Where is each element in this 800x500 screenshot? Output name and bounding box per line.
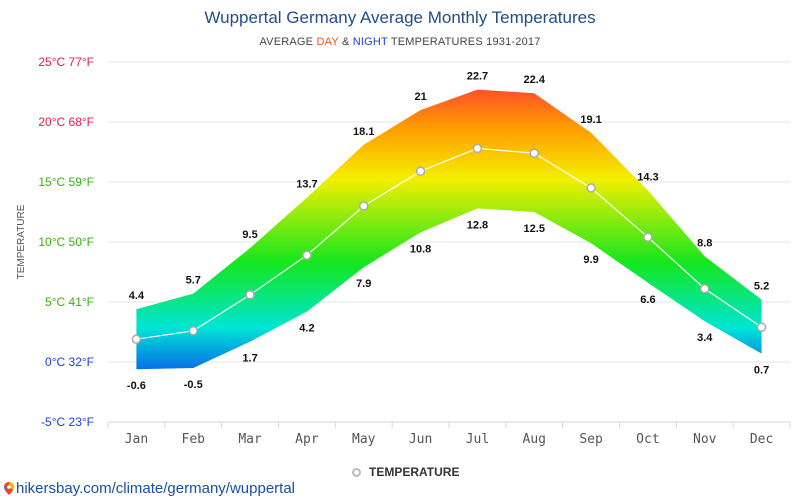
day-value-label: 8.8	[697, 237, 712, 249]
night-value-label: 4.2	[299, 323, 314, 335]
average-point[interactable]	[415, 166, 426, 176]
day-value-label: 21	[414, 91, 426, 103]
night-value-label: -0.6	[127, 380, 146, 392]
x-tick-label: Oct	[636, 432, 659, 447]
day-value-label: 4.4	[129, 290, 145, 302]
night-value-label: 7.9	[356, 278, 371, 290]
day-value-label: 14.3	[637, 171, 658, 183]
average-point[interactable]	[586, 183, 596, 193]
x-tick-label: Aug	[523, 432, 546, 447]
y-tick-label: 10°C 50°F	[38, 235, 94, 249]
average-line	[136, 147, 762, 340]
y-tick-label: 20°C 68°F	[38, 115, 94, 129]
x-tick-label: Dec	[750, 432, 773, 447]
day-value-label: 19.1	[580, 114, 601, 126]
night-value-label: 12.5	[524, 223, 545, 235]
x-tick-label: Jan	[125, 432, 148, 447]
average-point[interactable]	[756, 322, 767, 332]
day-night-band	[136, 89, 762, 370]
day-value-label: 5.2	[754, 281, 769, 293]
y-tick-label: 15°C 59°F	[38, 175, 94, 189]
source-text: hikersbay.com/climate/germany/wuppertal	[16, 480, 296, 497]
x-tick-label: Jul	[466, 432, 489, 447]
chart-title: Wuppertal Germany Average Monthly Temper…	[204, 8, 596, 27]
y-tick-label: 25°C 77°F	[38, 55, 94, 69]
day-value-label: 22.4	[524, 74, 546, 86]
day-value-label: 18.1	[353, 126, 374, 138]
night-value-label: 1.7	[242, 353, 257, 365]
day-value-label: 13.7	[296, 179, 317, 191]
average-point[interactable]	[700, 284, 710, 294]
subtitle-prefix: AVERAGE	[259, 36, 317, 48]
y-tick-label: -5°C 23°F	[41, 415, 94, 429]
day-value-label: 9.5	[242, 229, 257, 241]
night-value-label: 6.6	[640, 294, 655, 306]
average-point[interactable]	[302, 250, 312, 260]
night-value-label: 10.8	[410, 243, 431, 255]
x-tick-label: Feb	[182, 432, 206, 447]
night-value-label: 9.9	[583, 254, 598, 266]
subtitle-suffix: TEMPERATURES 1931-2017	[387, 36, 541, 48]
chart-legend[interactable]: TEMPERATURE	[352, 465, 459, 479]
y-tick-label: 5°C 41°F	[45, 295, 94, 309]
chart-subtitle: AVERAGE DAY & NIGHT TEMPERATURES 1931-20…	[0, 36, 800, 48]
legend-label: TEMPERATURE	[369, 465, 460, 479]
night-value-label: 0.7	[754, 365, 769, 377]
average-point[interactable]	[359, 201, 369, 211]
average-point[interactable]	[131, 334, 142, 344]
y-tick-label: 0°C 32°F	[45, 355, 94, 369]
average-point[interactable]	[245, 290, 255, 300]
y-axis-title: TEMPERATURE	[16, 204, 27, 279]
x-tick-label: Sep	[579, 432, 603, 447]
source-link[interactable]: hikersbay.com/climate/germany/wuppertal	[4, 480, 295, 497]
average-point[interactable]	[529, 148, 539, 158]
x-tick-label: May	[352, 432, 376, 447]
x-tick-label: Nov	[693, 432, 717, 447]
average-point[interactable]	[643, 232, 653, 242]
x-tick-label: Mar	[238, 432, 262, 447]
x-tick-label: Jun	[409, 432, 432, 447]
location-pin-icon	[4, 482, 14, 495]
average-point[interactable]	[472, 143, 483, 154]
subtitle-amp: &	[338, 36, 353, 48]
average-point[interactable]	[188, 326, 198, 336]
subtitle-night: NIGHT	[352, 36, 388, 48]
night-value-label: 3.4	[697, 332, 713, 344]
night-value-label: -0.5	[184, 379, 203, 391]
day-value-label: 5.7	[186, 275, 201, 287]
subtitle-day: DAY	[316, 36, 339, 48]
legend-marker-icon	[352, 467, 361, 477]
x-tick-label: Apr	[295, 432, 319, 447]
night-value-label: 12.8	[467, 219, 488, 231]
day-value-label: 22.7	[467, 71, 488, 83]
